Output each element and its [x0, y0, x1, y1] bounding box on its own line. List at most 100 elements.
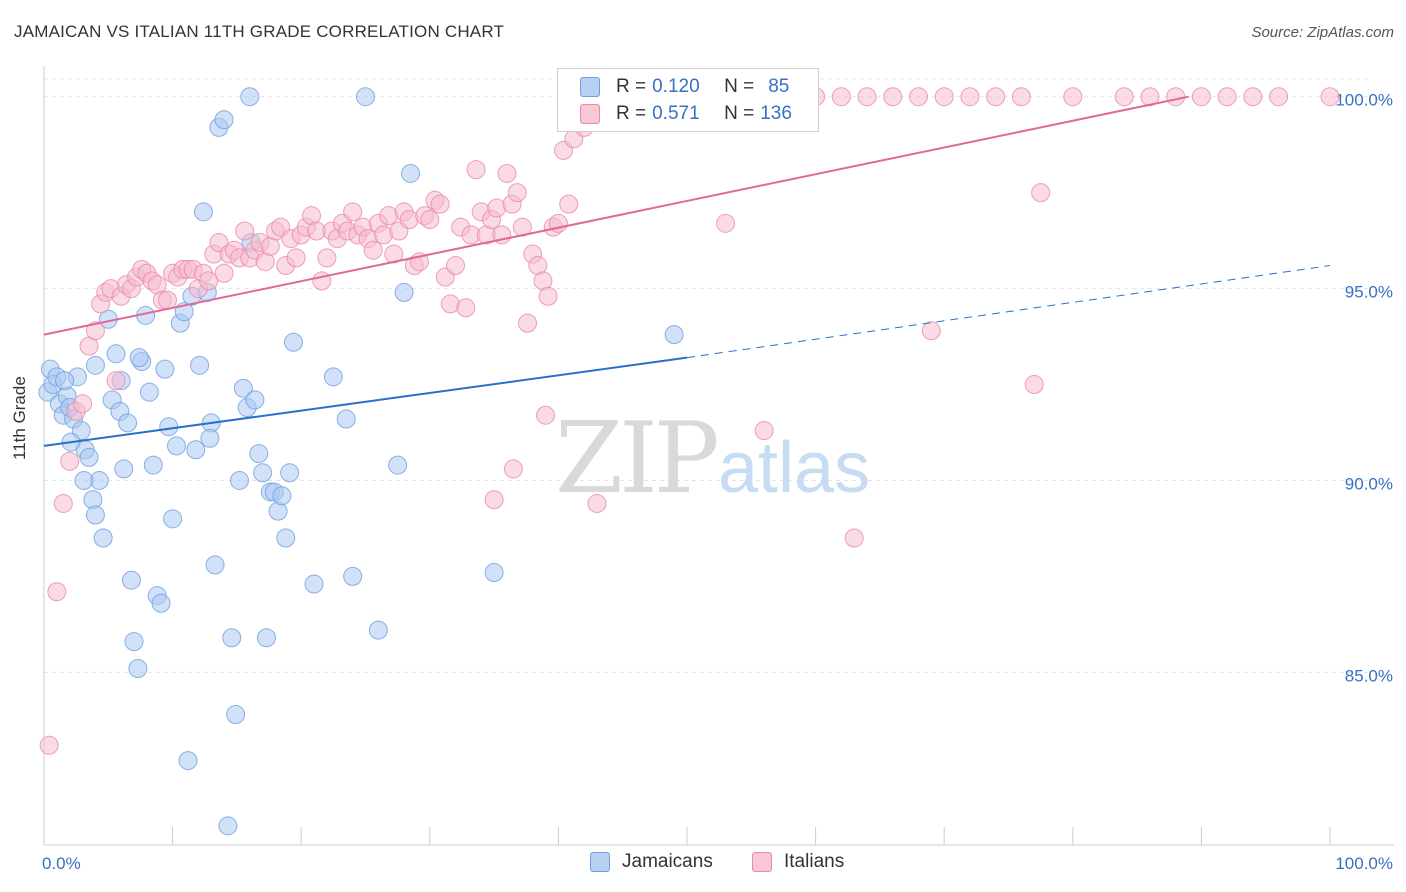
point-italians	[716, 213, 736, 233]
y-tick-label: 95.0%	[1345, 283, 1393, 302]
legend-n-value-jamaicans: 85	[768, 76, 790, 97]
point-italians	[934, 87, 954, 107]
point-jamaicans	[484, 563, 504, 583]
point-italians	[39, 735, 59, 755]
point-jamaicans	[336, 409, 356, 429]
series-legend-jamaicans: Jamaicans	[590, 851, 713, 873]
point-jamaicans	[118, 413, 138, 433]
x-tick-label: 100.0%	[1335, 854, 1393, 873]
point-italians	[883, 87, 903, 107]
point-jamaicans	[85, 355, 105, 375]
point-jamaicans	[124, 632, 144, 652]
trend-line-dashed-jamaicans	[686, 265, 1331, 359]
series-label-italians: Italians	[784, 851, 845, 872]
point-jamaicans	[304, 574, 324, 594]
legend-r-label: R =	[616, 76, 647, 97]
legend-n-label: N =	[724, 103, 755, 124]
point-italians	[538, 286, 558, 306]
point-jamaicans	[178, 751, 198, 771]
point-jamaicans	[155, 359, 175, 379]
point-italians	[1191, 87, 1211, 107]
point-jamaicans	[368, 620, 388, 640]
point-italians	[53, 493, 73, 513]
point-italians	[1217, 87, 1237, 107]
legend-n-value-italians: 136	[760, 103, 792, 124]
y-tick-label: 85.0%	[1345, 666, 1393, 685]
point-jamaicans	[193, 202, 213, 222]
x-tick-label: 0.0%	[42, 854, 81, 873]
series-swatch-italians	[752, 852, 772, 872]
point-italians	[1320, 87, 1340, 107]
chart-source: Source: ZipAtlas.com	[1251, 24, 1394, 41]
point-italians	[60, 451, 80, 471]
point-jamaicans	[253, 463, 273, 483]
point-jamaicans	[85, 505, 105, 525]
point-italians	[559, 194, 579, 214]
point-italians	[507, 183, 527, 203]
point-italians	[1063, 87, 1083, 107]
point-jamaicans	[256, 628, 276, 648]
point-italians	[73, 394, 93, 414]
trend-line-italians	[43, 95, 1189, 336]
series-label-jamaicans: Jamaicans	[622, 851, 713, 872]
point-jamaicans	[218, 816, 238, 836]
watermark-zip: ZIP	[555, 402, 717, 516]
point-italians	[1269, 87, 1289, 107]
point-jamaicans	[159, 417, 179, 437]
series-legend-italians: Italians	[752, 851, 844, 873]
legend-swatch-jamaicans	[580, 77, 600, 97]
point-jamaicans	[128, 658, 148, 678]
point-italians	[1024, 375, 1044, 395]
point-jamaicans	[233, 378, 253, 398]
point-italians	[497, 163, 517, 183]
y-tick-label: 90.0%	[1345, 474, 1393, 493]
point-jamaicans	[151, 593, 171, 613]
y-tick-label: 100.0%	[1335, 91, 1393, 110]
point-italians	[286, 248, 306, 268]
point-jamaicans	[394, 282, 414, 302]
legend-n-label: N =	[724, 76, 755, 97]
point-jamaicans	[280, 463, 300, 483]
point-jamaicans	[388, 455, 408, 475]
legend-r-label: R =	[616, 103, 647, 124]
point-jamaicans	[272, 486, 292, 506]
point-italians	[343, 202, 363, 222]
point-italians	[1114, 87, 1134, 107]
point-jamaicans	[214, 110, 234, 130]
point-jamaicans	[106, 344, 126, 364]
point-italians	[960, 87, 980, 107]
point-jamaicans	[190, 355, 210, 375]
point-italians	[518, 313, 538, 333]
point-italians	[1166, 87, 1186, 107]
point-italians	[986, 87, 1006, 107]
series-legend: Jamaicans Italians	[0, 851, 1406, 877]
point-italians	[1031, 183, 1051, 203]
point-jamaicans	[93, 528, 113, 548]
point-italians	[363, 240, 383, 260]
point-jamaicans	[664, 325, 684, 345]
point-italians	[908, 87, 928, 107]
point-jamaicans	[226, 705, 246, 725]
legend-row-jamaicans: R = 0.120 N = 85	[580, 75, 789, 99]
point-italians	[446, 256, 466, 276]
point-italians	[921, 321, 941, 341]
point-italians	[1243, 87, 1263, 107]
point-italians	[503, 459, 523, 479]
point-italians	[317, 248, 337, 268]
point-italians	[456, 298, 476, 318]
point-jamaicans	[276, 528, 296, 548]
point-italians	[214, 263, 234, 283]
point-italians	[47, 582, 67, 602]
chart-title: JAMAICAN VS ITALIAN 11TH GRADE CORRELATI…	[14, 22, 505, 41]
point-jamaicans	[143, 455, 163, 475]
point-jamaicans	[283, 332, 303, 352]
point-jamaicans	[249, 444, 269, 464]
point-italians	[466, 160, 486, 180]
point-jamaicans	[55, 371, 75, 391]
point-jamaicans	[200, 428, 220, 448]
stats-legend: R = 0.120 N = 85 R = 0.571 N = 136	[557, 68, 819, 132]
series-swatch-jamaicans	[590, 852, 610, 872]
point-italians	[157, 290, 177, 310]
legend-r-value-jamaicans: 0.120	[652, 76, 700, 97]
